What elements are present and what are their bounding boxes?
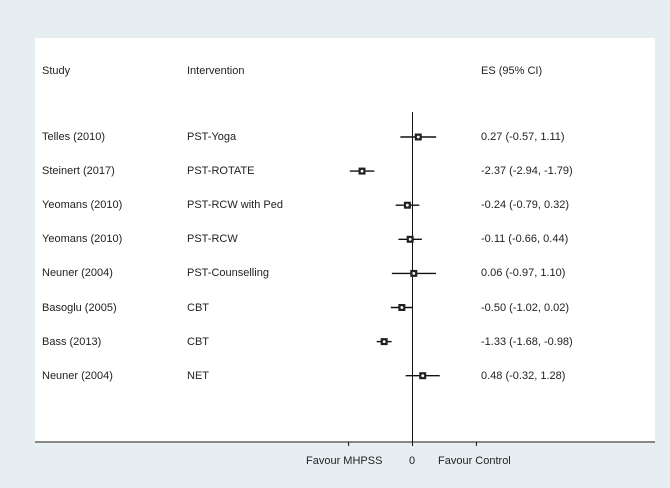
effect-center <box>400 306 404 309</box>
study-column-header: Study <box>42 65 71 77</box>
intervention-label: PST-ROTATE <box>187 165 255 178</box>
intervention-label: NET <box>187 369 209 382</box>
study-label: Steinert (2017) <box>42 165 115 178</box>
x-label-zero: 0 <box>409 455 416 467</box>
x-label-right: Favour Control <box>438 455 511 467</box>
es-label: -0.11 (-0.66, 0.44) <box>481 233 569 246</box>
es-label: -2.37 (-2.94, -1.79) <box>481 165 573 178</box>
es-label: 0.06 (-0.97, 1.10) <box>481 267 566 280</box>
study-label: Basoglu (2005) <box>42 301 117 314</box>
intervention-label: CBT <box>187 335 209 348</box>
effect-center <box>360 169 364 173</box>
study-label: Yeomans (2010) <box>42 233 123 246</box>
es-label: -0.24 (-0.79, 0.32) <box>481 199 570 212</box>
effect-center <box>405 203 409 207</box>
es-column-header: ES (95% CI) <box>481 65 543 77</box>
effect-center <box>408 237 412 241</box>
effect-center <box>421 374 425 378</box>
intervention-label: PST-Yoga <box>187 131 237 143</box>
intervention-label: PST-Counselling <box>187 267 269 280</box>
chart-panel <box>35 38 655 443</box>
effect-center <box>382 340 386 343</box>
study-label: Yeomans (2010) <box>42 199 123 212</box>
study-label: Telles (2010) <box>42 131 105 143</box>
es-label: 0.27 (-0.57, 1.11) <box>481 131 565 143</box>
intervention-label: PST-RCW with Ped <box>187 199 283 212</box>
effect-center <box>412 272 416 275</box>
intervention-label: CBT <box>187 301 209 314</box>
es-label: -0.50 (-1.02, 0.02) <box>481 301 570 314</box>
effect-center <box>416 135 420 139</box>
study-label: Neuner (2004) <box>42 267 113 280</box>
intervention-label: PST-RCW <box>187 233 238 246</box>
es-label: -1.33 (-1.68, -0.98) <box>481 335 573 348</box>
es-label: 0.48 (-0.32, 1.28) <box>481 369 566 382</box>
intervention-column-header: Intervention <box>187 65 245 77</box>
x-label-left: Favour MHPSS <box>306 455 383 467</box>
study-label: Bass (2013) <box>42 335 102 348</box>
study-label: Neuner (2004) <box>42 369 113 382</box>
